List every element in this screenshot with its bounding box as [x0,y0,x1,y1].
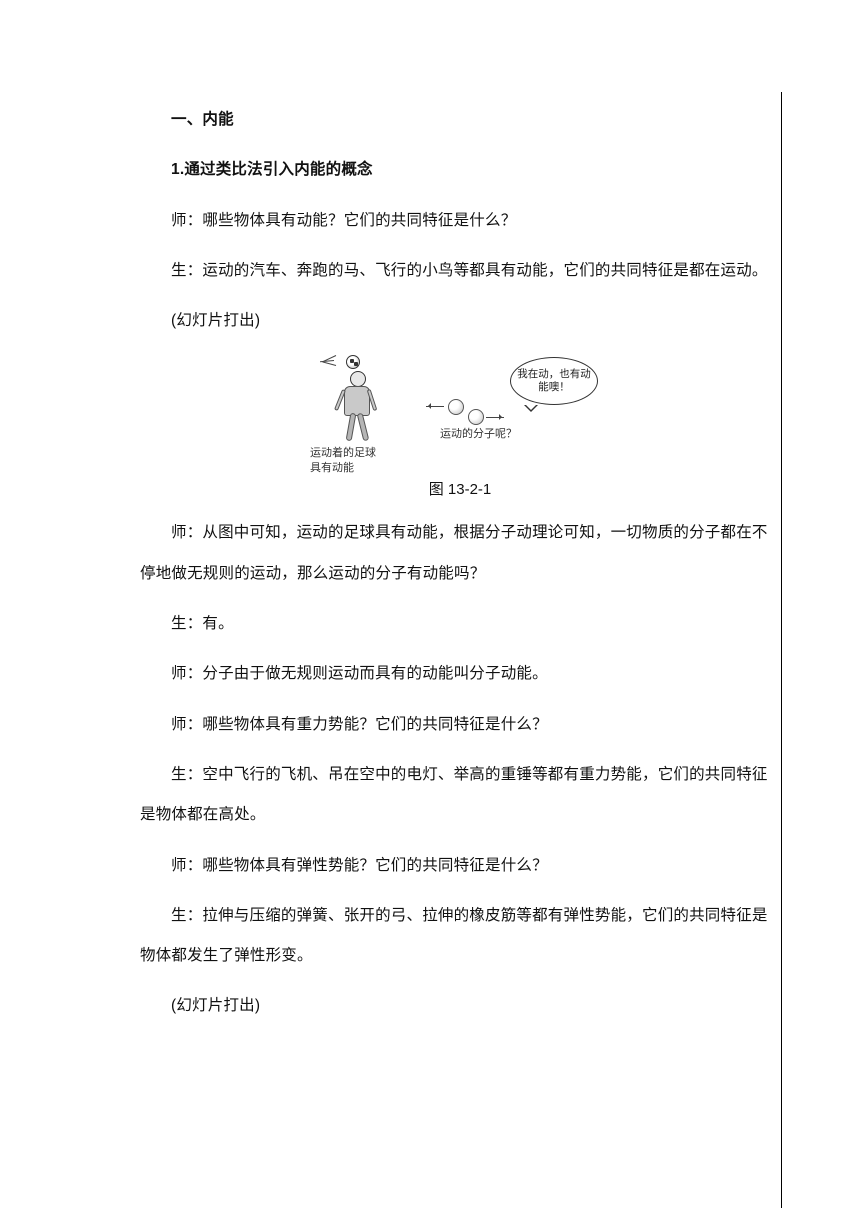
person-icon [330,371,382,447]
paragraph: (幻灯片打出) [140,301,780,341]
figure-caption-line: 运动着的足球 [310,447,376,459]
paragraph: (幻灯片打出) [140,986,780,1026]
paragraph: 生：拉伸与压缩的弹簧、张开的弓、拉伸的橡皮筋等都有弹性势能，它们的共同特征是物体… [140,896,780,977]
speech-bubble-text: 我在动，也有动能噢！ [510,357,598,405]
paragraph: 生：空中飞行的飞机、吊在空中的电灯、举高的重锤等都有重力势能，它们的共同特征是物… [140,755,780,836]
subsection-heading: 1.通过类比法引入内能的概念 [140,150,780,190]
motion-lines-icon [326,353,346,371]
document-page: 一、内能 1.通过类比法引入内能的概念 师：哪些物体具有动能？它们的共同特征是什… [140,0,780,1027]
molecule-icon [440,399,500,427]
section-heading: 一、内能 [140,100,780,140]
atom-icon [468,409,484,425]
arrow-right-icon [486,417,504,418]
figure-number: 图 13-2-1 [140,478,780,499]
figure-illustration: 运动着的足球 具有动能 运动的分子呢？ 我在动，也有动能噢！ [310,351,610,471]
speech-bubble-tail-icon [524,405,538,419]
paragraph: 生：有。 [140,604,780,644]
figure-13-2-1: 运动着的足球 具有动能 运动的分子呢？ 我在动，也有动能噢！ 图 13-2-1 [140,351,780,499]
atom-icon [448,399,464,415]
figure-caption-left: 运动着的足球 具有动能 [310,446,400,475]
figure-caption-right: 运动的分子呢？ [440,425,517,441]
arrow-left-icon [426,406,444,407]
paragraph: 师：分子由于做无规则运动而具有的动能叫分子动能。 [140,654,780,694]
paragraph: 生：运动的汽车、奔跑的马、飞行的小鸟等都具有动能，它们的共同特征是都在运动。 [140,251,780,291]
soccer-player-icon [324,357,386,447]
right-margin-rule [781,92,782,1208]
paragraph: 师：哪些物体具有弹性势能？它们的共同特征是什么？ [140,846,780,886]
soccer-ball-icon [346,355,360,369]
paragraph: 师：从图中可知，运动的足球具有动能，根据分子动理论可知，一切物质的分子都在不停地… [140,513,780,594]
paragraph: 师：哪些物体具有重力势能？它们的共同特征是什么？ [140,705,780,745]
figure-caption-line: 具有动能 [310,462,354,474]
speech-bubble: 我在动，也有动能噢！ [510,357,602,417]
paragraph: 师：哪些物体具有动能？它们的共同特征是什么？ [140,201,780,241]
